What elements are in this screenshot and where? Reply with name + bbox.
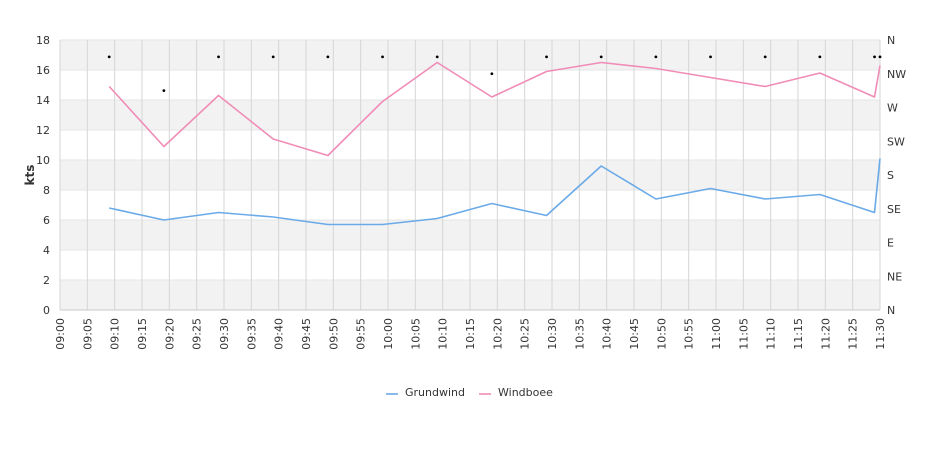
x-tick-label: 10:30 (546, 318, 559, 350)
y-axis-label: kts (23, 165, 37, 186)
y-axis-ticks: 0 2 4 6 8 10 12 14 16 18 (36, 34, 50, 317)
y-tick-label: 0 (43, 304, 50, 317)
x-tick-label: 10:40 (601, 318, 614, 350)
x-tick-label: 09:20 (163, 318, 176, 350)
direction-point (878, 55, 882, 59)
y-tick-label: 18 (36, 34, 50, 47)
x-tick-label: 09:00 (54, 318, 67, 350)
direction-point (763, 55, 767, 59)
x-tick-label: 09:50 (327, 318, 340, 350)
legend-label: Grundwind (405, 386, 465, 399)
y2-tick-label: S (887, 169, 894, 182)
y2-tick-label: N (887, 304, 895, 317)
x-tick-label: 11:20 (819, 318, 832, 350)
x-tick-label: 11:10 (765, 318, 778, 350)
legend-item-windboee[interactable]: Windboee (479, 386, 553, 399)
direction-point (435, 55, 439, 59)
x-tick-label: 09:35 (245, 318, 258, 350)
vertical-gridlines (59, 40, 881, 311)
direction-point (381, 55, 384, 59)
direction-point (873, 55, 876, 59)
y-tick-label: 2 (43, 274, 50, 287)
series-lines (108, 61, 881, 226)
x-tick-label: 09:15 (136, 318, 149, 350)
y2-tick-label: NW (887, 68, 906, 81)
x-tick-label: 10:55 (683, 318, 696, 350)
series-line-grundwind (109, 158, 881, 226)
direction-point (326, 55, 330, 59)
x-tick-label: 09:55 (355, 318, 368, 350)
y-tick-label: 14 (36, 94, 50, 107)
y-tick-label: 10 (36, 154, 50, 167)
legend[interactable]: Grundwind Windboee (386, 386, 553, 399)
y-tick-label: 16 (36, 64, 50, 77)
legend-label: Windboee (498, 386, 553, 399)
y-tick-label: 6 (43, 214, 50, 227)
x-tick-label: 09:40 (273, 318, 286, 350)
y2-tick-label: NE (887, 270, 902, 283)
x-tick-label: 09:10 (109, 318, 122, 350)
x-tick-label: 10:15 (464, 318, 477, 350)
direction-point (709, 55, 712, 59)
direction-point (271, 55, 275, 59)
y2-tick-label: E (887, 237, 894, 250)
x-tick-label: 10:00 (382, 318, 395, 350)
x-tick-label: 11:15 (792, 318, 805, 350)
y-tick-label: 12 (36, 124, 50, 137)
x-tick-label: 10:45 (628, 318, 641, 350)
direction-point (818, 55, 822, 59)
y2-tick-label: SW (887, 135, 905, 148)
y-tick-label: 8 (43, 184, 50, 197)
x-tick-label: 11:25 (847, 318, 860, 350)
direction-point (654, 55, 658, 59)
x-tick-label: 10:05 (409, 318, 422, 350)
x-tick-label: 09:25 (191, 318, 204, 350)
y2-tick-label: SE (887, 203, 901, 216)
x-tick-label: 10:50 (655, 318, 668, 350)
x-tick-label: 10:10 (437, 318, 450, 350)
x-tick-label: 09:45 (300, 318, 313, 350)
y2-tick-label: N (887, 34, 895, 47)
series-line-windboee (108, 61, 881, 157)
x-tick-label: 10:35 (573, 318, 586, 350)
y2-tick-label: W (887, 102, 898, 115)
direction-point (599, 55, 603, 59)
y2-axis-direction-ticks: N NE E SE S SW W NW N (887, 34, 906, 317)
x-axis-ticks: 09:00 09:05 09:10 09:15 09:20 09:25 09:30 09:35… (54, 318, 887, 350)
x-tick-label: 09:30 (218, 318, 231, 350)
direction-point (217, 55, 220, 59)
x-tick-label: 11:00 (710, 318, 723, 350)
direction-point (545, 55, 548, 59)
legend-item-grundwind[interactable]: Grundwind (386, 386, 465, 399)
direction-point (162, 89, 166, 93)
x-tick-label: 10:25 (519, 318, 532, 350)
direction-points (107, 55, 882, 93)
direction-point (107, 55, 111, 59)
x-tick-label: 10:20 (491, 318, 504, 350)
x-tick-label: 11:05 (737, 318, 750, 350)
x-tick-label: 09:05 (81, 318, 94, 350)
x-tick-label: 11:30 (874, 318, 887, 350)
direction-point (490, 72, 494, 76)
y-tick-label: 4 (43, 244, 50, 257)
